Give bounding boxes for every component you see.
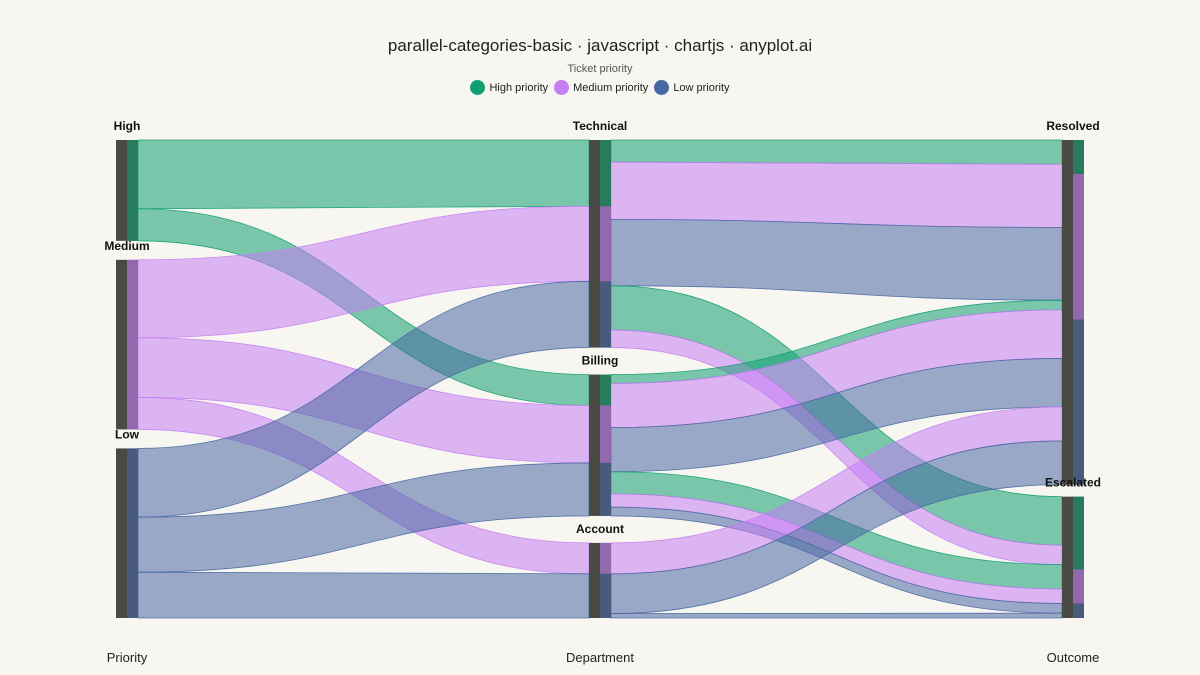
ribbon-technical-resolved-low[interactable] bbox=[610, 219, 1063, 301]
category-label: Resolved bbox=[1046, 119, 1099, 133]
category-label: Account bbox=[576, 522, 624, 536]
category-bar-segment-high bbox=[1073, 140, 1084, 174]
category-label: Billing bbox=[582, 354, 619, 368]
category-bar-segment-medium bbox=[600, 206, 611, 282]
ribbon-technical-resolved-medium[interactable] bbox=[610, 161, 1063, 228]
legend-item-medium[interactable]: Medium priority bbox=[554, 80, 648, 95]
category-bar-segment-high bbox=[600, 140, 611, 207]
category-label: Technical bbox=[573, 119, 627, 133]
category-label: Low bbox=[115, 427, 140, 441]
category-bar-segment-low bbox=[127, 448, 138, 618]
category-bar-segment-high bbox=[600, 374, 611, 406]
category-bar-segment-low bbox=[1073, 319, 1084, 485]
category-bar-segment-low bbox=[600, 281, 611, 348]
ribbon-account-escalated-low[interactable] bbox=[610, 612, 1063, 619]
axis-label: Priority bbox=[107, 650, 148, 665]
category-bar-segment-low bbox=[600, 573, 611, 618]
category-bar-segment-medium bbox=[1073, 569, 1084, 604]
category-label: Medium bbox=[104, 239, 149, 253]
chart-title: parallel-categories-basic · javascript ·… bbox=[387, 36, 813, 55]
category-bar-segment-high bbox=[1073, 496, 1084, 570]
legend-title: Ticket priority bbox=[567, 63, 633, 75]
category-bar-segment-low bbox=[600, 462, 611, 516]
category-bar-segment-high bbox=[127, 140, 138, 241]
legend-swatch bbox=[470, 80, 486, 95]
ribbons-group bbox=[137, 139, 1063, 619]
category-bar-segment-medium bbox=[600, 405, 611, 463]
ribbon-low-billing[interactable] bbox=[137, 462, 590, 573]
category-bar-segment-medium bbox=[127, 259, 138, 430]
category-label: High bbox=[114, 119, 141, 133]
ribbon-high-technical[interactable] bbox=[137, 139, 590, 210]
legend-label: Low priority bbox=[673, 81, 730, 94]
legend-label: High priority bbox=[489, 81, 549, 94]
legend: High priority Medium priority Low priority bbox=[0, 80, 1200, 95]
category-bars-group: High Medium Low Priority Technical Billing Acc… bbox=[104, 119, 1101, 665]
legend-label: Medium priority bbox=[573, 81, 649, 94]
ribbon-account-resolved-low[interactable] bbox=[610, 440, 1063, 614]
legend-swatch bbox=[554, 80, 570, 95]
category-bar-segment-low bbox=[1073, 603, 1084, 618]
legend-swatch bbox=[654, 80, 670, 95]
category-label: Escalated bbox=[1045, 476, 1101, 490]
ribbon-low-account[interactable] bbox=[137, 571, 590, 619]
category-bar-segment-medium bbox=[1073, 173, 1084, 320]
axis-label: Outcome bbox=[1047, 650, 1100, 665]
axis-label: Department bbox=[566, 650, 634, 665]
ribbon-technical-resolved-high[interactable] bbox=[610, 139, 1063, 165]
category-bar-segment-medium bbox=[600, 542, 611, 574]
legend-item-low[interactable]: Low priority bbox=[654, 80, 730, 95]
legend-item-high[interactable]: High priority bbox=[470, 80, 548, 95]
